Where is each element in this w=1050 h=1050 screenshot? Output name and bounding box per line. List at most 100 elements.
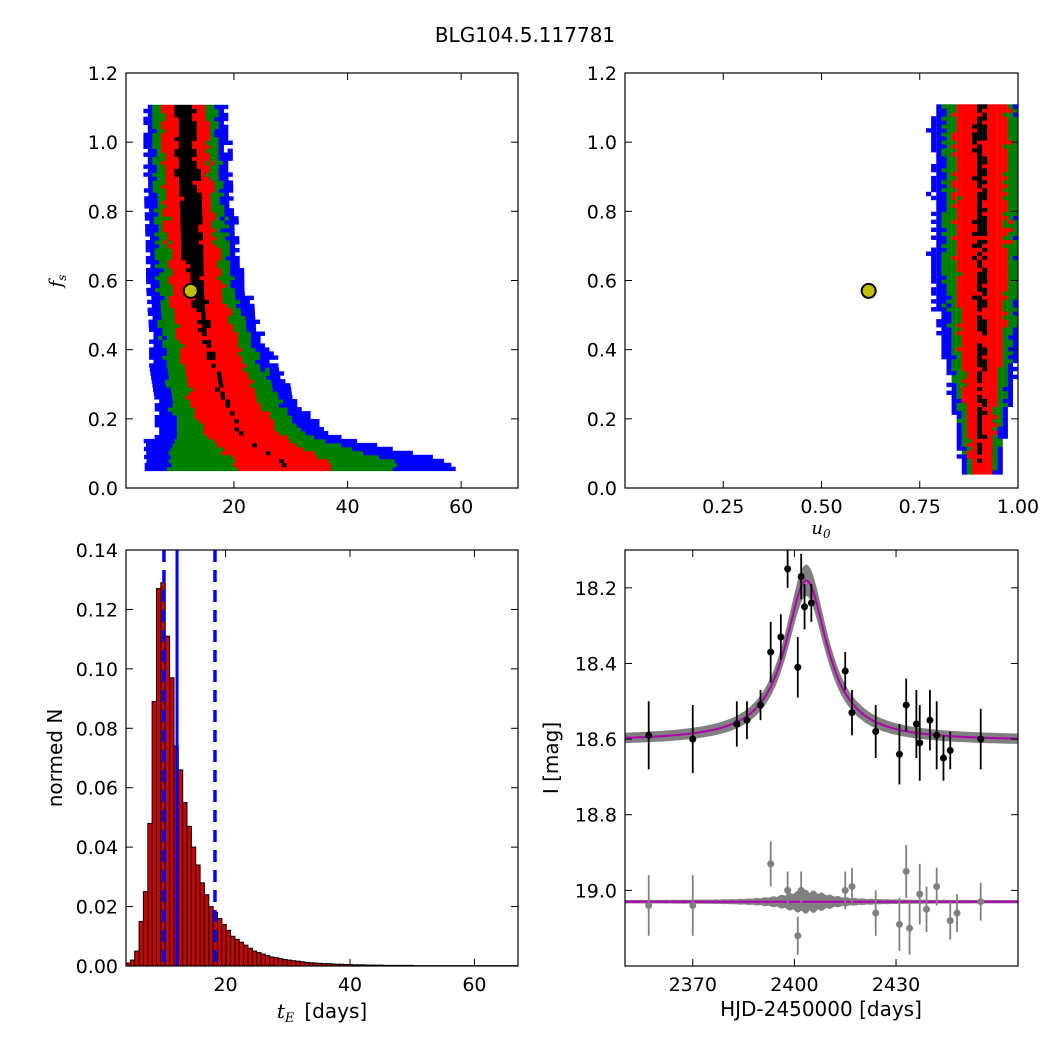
density-cell <box>367 442 373 448</box>
density-cell <box>179 446 185 452</box>
density-cell <box>992 470 998 475</box>
density-cell <box>961 354 967 360</box>
density-cell <box>205 172 211 177</box>
density-cell <box>223 184 229 189</box>
density-cell <box>163 271 169 277</box>
density-cell <box>282 395 289 400</box>
density-cell <box>212 248 218 253</box>
density-cell <box>239 287 245 293</box>
density-cell <box>931 219 937 224</box>
density-cell <box>230 259 236 265</box>
density-cell <box>178 303 184 309</box>
density-cell <box>972 275 978 280</box>
density-cell <box>230 287 236 293</box>
density-cell <box>156 128 162 134</box>
density-cell <box>261 450 267 456</box>
density-cell <box>1007 183 1013 189</box>
density-cell <box>951 231 957 236</box>
density-cell <box>207 259 214 265</box>
density-cell <box>144 216 150 221</box>
density-cell <box>270 411 276 416</box>
density-cell <box>987 160 993 165</box>
density-cell <box>946 342 952 348</box>
density-cell <box>154 403 160 408</box>
density-cell <box>145 224 151 229</box>
density-cell <box>997 346 1003 352</box>
density-cell <box>246 462 252 468</box>
density-cell <box>223 438 229 444</box>
density-cell <box>196 315 203 320</box>
density-cell <box>982 442 988 447</box>
density-cell <box>956 438 962 443</box>
density-cell <box>230 434 236 440</box>
density-cell <box>997 410 1003 415</box>
density-cell <box>225 263 231 269</box>
density-cell <box>956 307 962 312</box>
density-cell <box>205 184 211 189</box>
density-cell <box>190 442 196 448</box>
density-cell <box>196 128 202 134</box>
density-cell <box>972 338 978 344</box>
density-cell <box>205 120 211 126</box>
density-cell <box>992 148 998 153</box>
density-cell <box>309 427 315 432</box>
density-cell <box>216 415 222 420</box>
density-cell <box>249 379 255 384</box>
density-cell <box>234 450 241 456</box>
density-cell <box>246 347 252 352</box>
density-cell <box>211 228 217 233</box>
density-cell <box>977 370 983 376</box>
density-cell <box>209 124 216 130</box>
density-cell <box>242 327 248 332</box>
density-cell <box>260 395 266 400</box>
density-cell <box>198 232 204 237</box>
density-cell <box>256 430 262 436</box>
density-cell <box>265 411 271 416</box>
density-cell <box>244 375 250 380</box>
density-cell <box>946 171 952 177</box>
density-cell <box>987 156 993 161</box>
density-cell <box>977 398 983 403</box>
density-cell <box>982 251 988 256</box>
density-cell <box>259 359 265 364</box>
density-cell <box>410 466 416 472</box>
density-cell <box>283 442 289 448</box>
density-cell <box>160 307 167 312</box>
density-cell <box>287 442 293 448</box>
density-cell <box>205 311 211 316</box>
density-cell <box>251 335 257 340</box>
density-cell <box>987 354 993 360</box>
density-cell <box>181 283 187 289</box>
density-cell <box>149 224 155 229</box>
density-cell <box>149 339 155 344</box>
density-cell <box>219 323 225 328</box>
density-cell <box>309 423 315 428</box>
density-cell <box>1007 164 1013 169</box>
density-cell <box>241 446 247 452</box>
density-cell <box>212 430 218 436</box>
density-cell <box>931 164 937 169</box>
density-cell <box>946 144 952 149</box>
density-cell <box>941 112 947 117</box>
density-cell <box>240 303 246 309</box>
density-cell <box>214 160 220 165</box>
density-cell <box>421 458 427 464</box>
density-cell <box>162 327 168 332</box>
density-cell <box>196 156 202 161</box>
residual-point <box>784 886 792 894</box>
density-cell <box>275 375 281 380</box>
xlabel-u0: u0 <box>811 518 831 541</box>
residual-point <box>895 920 903 928</box>
density-cell <box>209 168 216 173</box>
density-cell <box>997 255 1003 260</box>
density-cell <box>256 407 262 412</box>
histogram-bar <box>247 947 253 967</box>
density-cell <box>209 164 216 169</box>
density-cell <box>283 415 289 420</box>
density-cell <box>931 227 937 232</box>
density-cell <box>274 403 280 408</box>
density-cell <box>956 132 962 137</box>
density-cell <box>261 399 267 404</box>
density-cell <box>287 419 293 424</box>
density-cell <box>181 279 187 285</box>
